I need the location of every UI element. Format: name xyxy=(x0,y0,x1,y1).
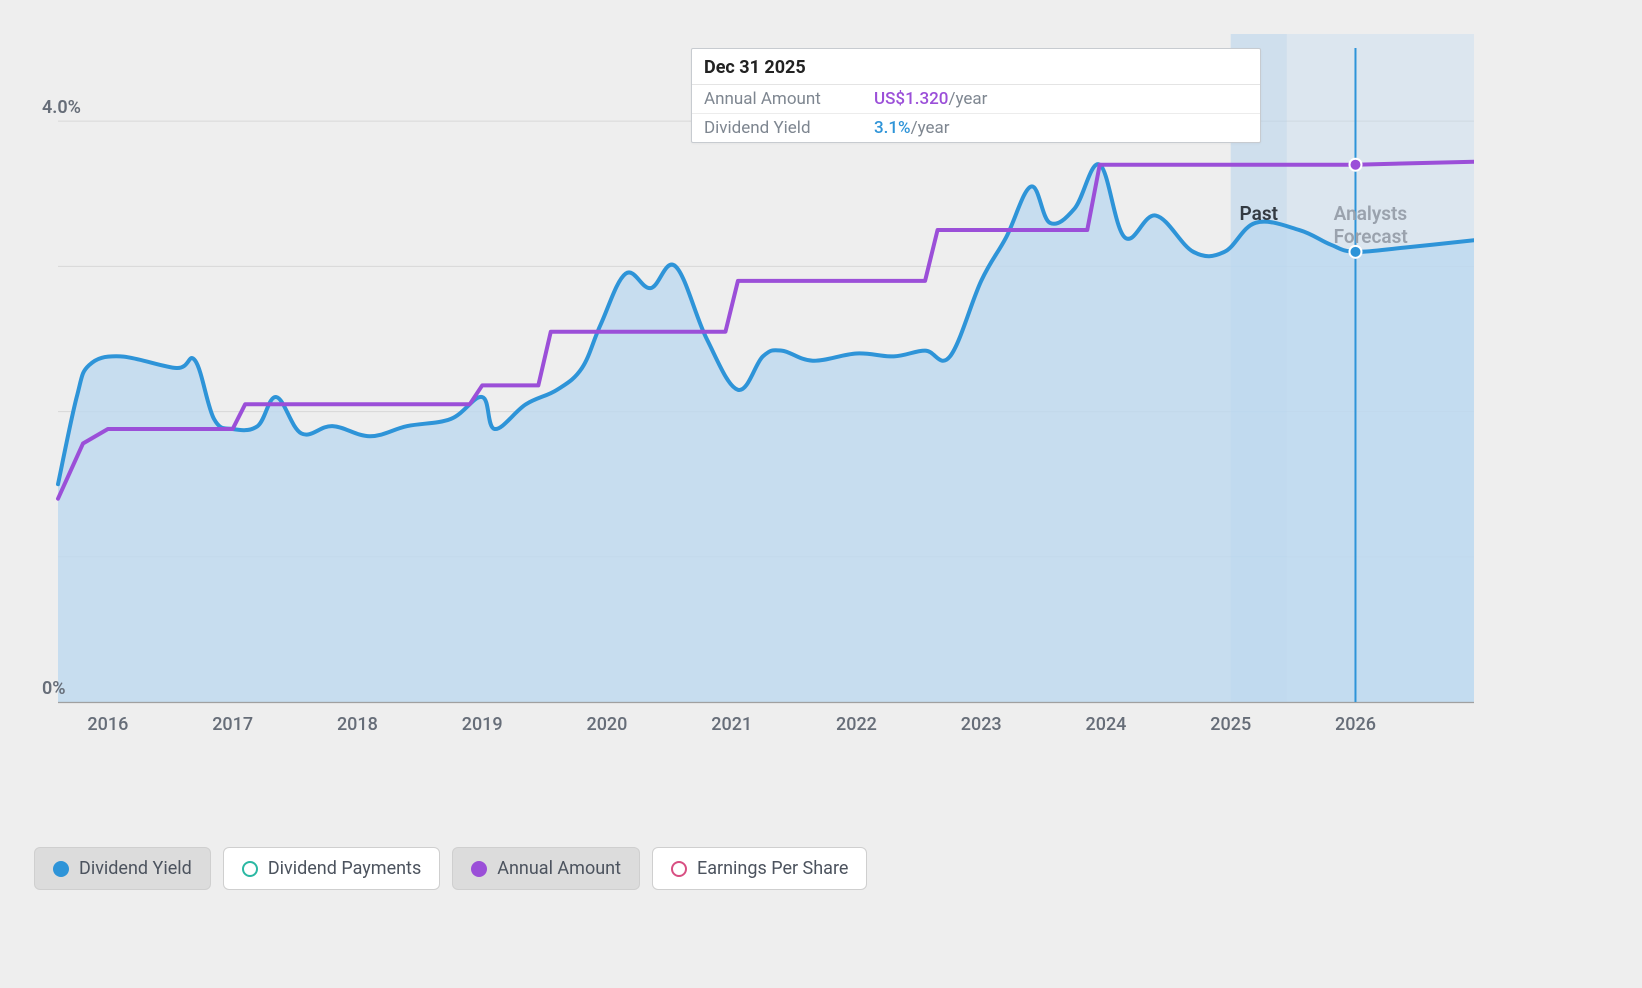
x-axis-tick-label: 2017 xyxy=(212,714,253,735)
legend-label: Annual Amount xyxy=(497,858,621,879)
legend-item-annual-amount[interactable]: Annual Amount xyxy=(452,847,640,890)
x-axis-tick-label: 2023 xyxy=(961,714,1002,735)
chart-svg xyxy=(34,34,1474,904)
y-axis-tick-label: 0% xyxy=(42,678,66,699)
tooltip-value: US$1.320/year xyxy=(874,89,987,109)
x-axis-tick-label: 2020 xyxy=(586,714,627,735)
x-axis-tick-label: 2024 xyxy=(1085,714,1126,735)
x-axis-tick-label: 2021 xyxy=(711,714,752,735)
tooltip-key: Annual Amount xyxy=(704,89,874,109)
legend-label: Dividend Payments xyxy=(268,858,421,879)
x-axis-tick-label: 2016 xyxy=(87,714,128,735)
legend-swatch xyxy=(471,861,487,877)
past-region-label: Past xyxy=(1240,202,1278,225)
x-axis-tick-label: 2022 xyxy=(836,714,877,735)
legend-item-dividend-payments[interactable]: Dividend Payments xyxy=(223,847,440,890)
tooltip-title: Dec 31 2025 xyxy=(692,49,1260,85)
legend: Dividend Yield Dividend Payments Annual Am… xyxy=(34,847,867,890)
legend-label: Dividend Yield xyxy=(79,858,192,879)
tooltip-key: Dividend Yield xyxy=(704,118,874,138)
legend-swatch xyxy=(242,861,258,877)
legend-item-dividend-yield[interactable]: Dividend Yield xyxy=(34,847,211,890)
tooltip-row-annual-amount: Annual Amount US$1.320/year xyxy=(692,85,1260,114)
forecast-region-label: Analysts Forecast xyxy=(1334,202,1428,248)
dividend-chart: Dec 31 2025 Annual Amount US$1.320/year … xyxy=(34,34,1474,904)
legend-label: Earnings Per Share xyxy=(697,858,848,879)
legend-swatch xyxy=(53,861,69,877)
hover-tooltip: Dec 31 2025 Annual Amount US$1.320/year … xyxy=(691,48,1261,143)
x-axis-tick-label: 2019 xyxy=(462,714,503,735)
plot-region[interactable] xyxy=(34,34,1474,904)
tooltip-value: 3.1%/year xyxy=(874,118,950,138)
x-axis-tick-label: 2026 xyxy=(1335,714,1376,735)
tooltip-row-dividend-yield: Dividend Yield 3.1%/year xyxy=(692,114,1260,142)
x-axis-tick-label: 2018 xyxy=(337,714,378,735)
legend-swatch xyxy=(671,861,687,877)
legend-item-earnings-per-share[interactable]: Earnings Per Share xyxy=(652,847,867,890)
x-axis-tick-label: 2025 xyxy=(1210,714,1251,735)
y-axis-tick-label: 4.0% xyxy=(42,97,81,118)
